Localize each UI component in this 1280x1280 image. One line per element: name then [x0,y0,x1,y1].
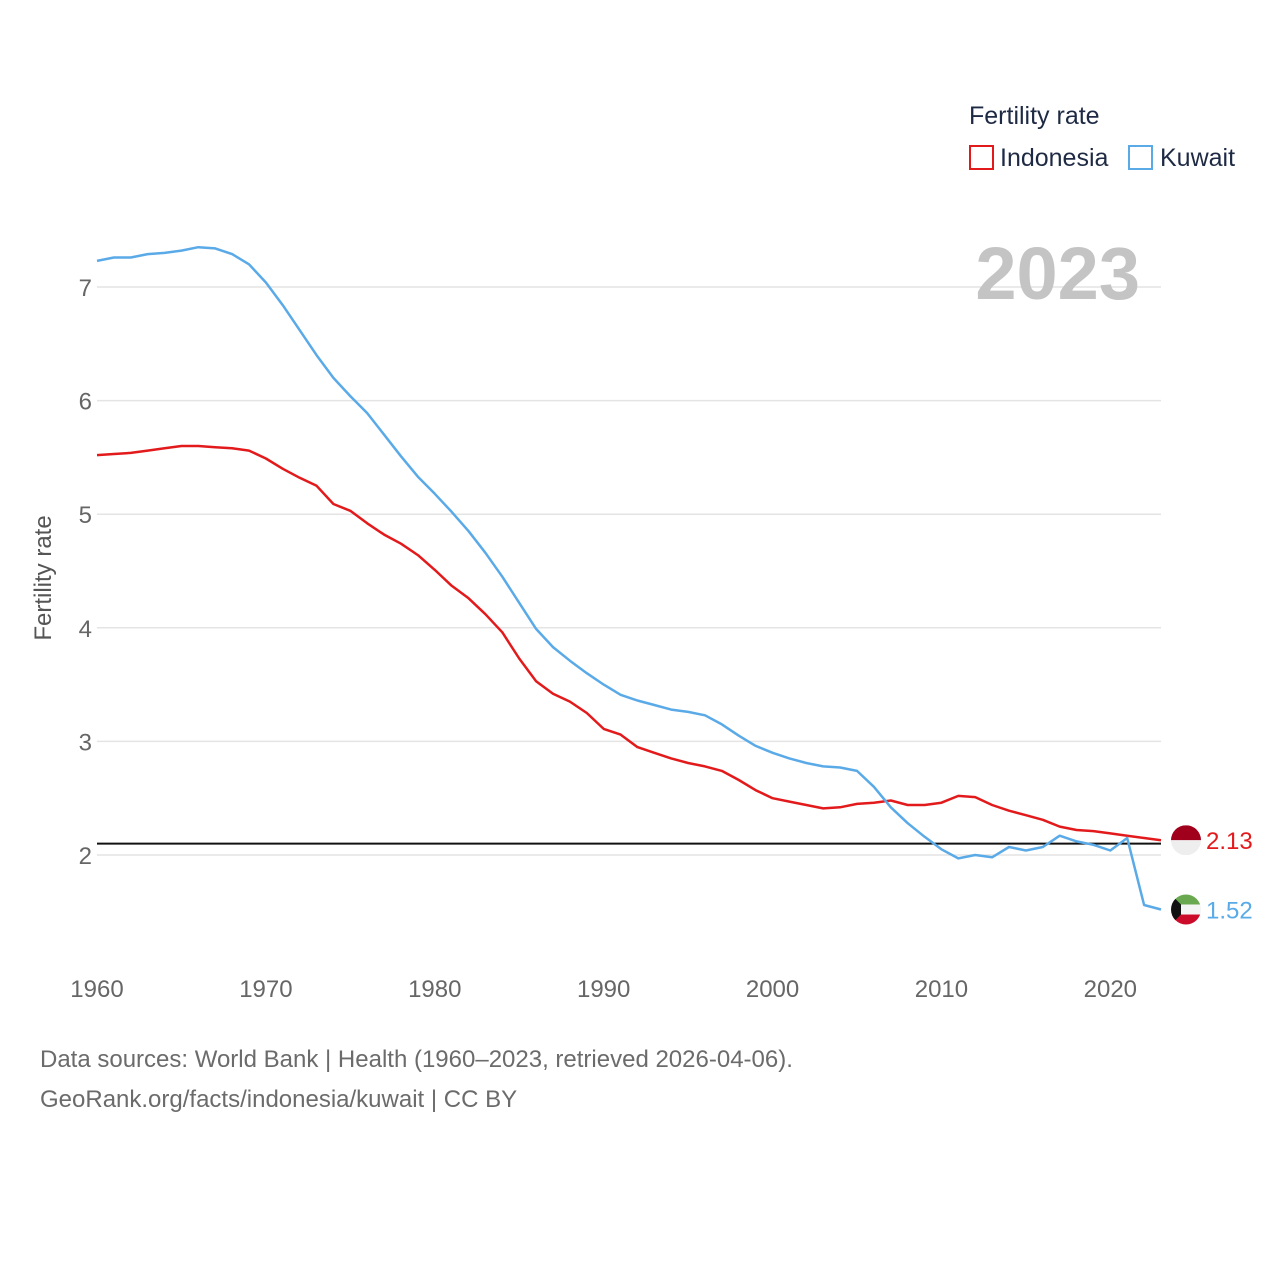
end-value-kuwait: 1.52 [1206,898,1253,925]
series-line-kuwait[interactable] [96,245,1162,911]
gridlines [97,286,1161,856]
y-tick-label: 6 [79,389,92,416]
y-tick-label: 7 [79,275,92,302]
x-tick-label: 2000 [746,976,799,1003]
legend-swatch-kuwait[interactable] [1128,145,1153,170]
y-axis-ticks: 2 3 4 5 6 7 [79,275,92,870]
x-tick-label: 2010 [915,976,968,1003]
footer: Data sources: World Bank | Health (1960–… [40,1040,793,1120]
legend-swatch-indonesia[interactable] [969,145,994,170]
y-tick-label: 5 [79,502,92,529]
end-value-indonesia: 2.13 [1206,828,1253,855]
series-end-markers: 2.13 1.52 [1171,825,1253,925]
y-tick-label: 4 [79,616,92,643]
x-tick-label: 1960 [70,976,123,1003]
y-tick-label: 2 [79,843,92,870]
legend-label-kuwait[interactable]: Kuwait [1160,144,1235,172]
x-axis-ticks: 1960 1970 1980 1990 2000 2010 2020 [70,976,1137,1003]
x-tick-label: 1970 [239,976,292,1003]
x-tick-label: 1990 [577,976,630,1003]
data-sources-note: Data sources: World Bank | Health (1960–… [40,1046,793,1073]
x-tick-label: 2020 [1084,976,1137,1003]
y-tick-label: 3 [79,729,92,756]
indonesia-flag-icon [1171,825,1201,856]
series-line-indonesia[interactable] [96,444,1162,842]
x-tick-label: 1980 [408,976,461,1003]
legend-title: Fertility rate [969,102,1100,130]
series-lines [96,245,1162,911]
source-link[interactable]: GeoRank.org/facts/indonesia/kuwait | CC … [40,1086,518,1113]
kuwait-flag-icon [1171,894,1201,925]
year-watermark: 2023 [975,232,1140,315]
y-axis-title: Fertility rate [30,515,57,640]
legend-label-indonesia[interactable]: Indonesia [1000,144,1109,172]
legend: Fertility rate Indonesia Kuwait [969,102,1235,172]
